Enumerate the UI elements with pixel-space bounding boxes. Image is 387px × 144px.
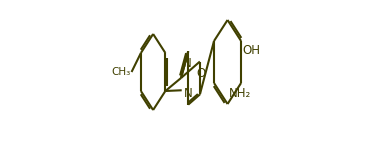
Text: OH: OH [243,44,260,57]
Text: NH₂: NH₂ [229,87,251,100]
Text: CH₃: CH₃ [111,67,131,77]
Text: N: N [184,87,193,100]
Text: O: O [197,67,206,80]
Text: N: N [182,57,191,70]
